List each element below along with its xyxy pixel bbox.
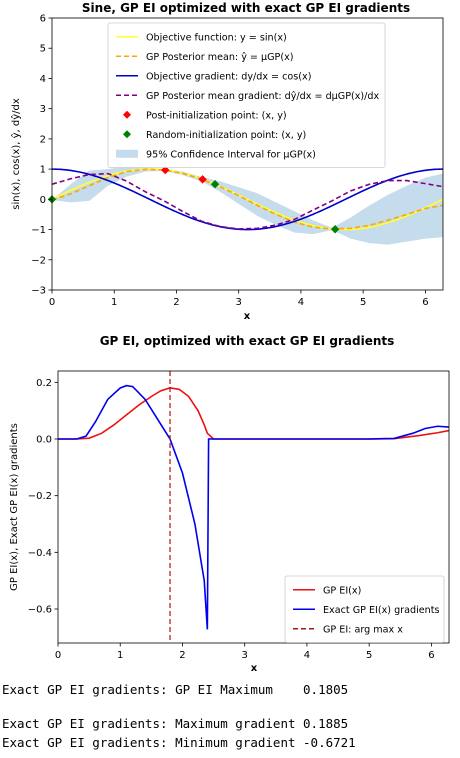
chart-2-title: GP EI, optimized with exact GP EI gradie… (100, 334, 395, 348)
y-tick-label: −2 (31, 255, 46, 266)
legend-label: GP Posterior mean gradient: dŷ/dx = dμGP… (146, 90, 379, 102)
x-tick-label: 2 (179, 650, 185, 661)
legend-label: Post-initialization point: (x, y) (146, 110, 287, 121)
console-line-1: Exact GP EI gradients: GP EI Maximum 0.1… (2, 682, 348, 697)
chart-2-legend: GP EI(x) Exact GP EI(x) gradients GP EI: a… (285, 576, 444, 643)
console-line-3: Exact GP EI gradients: Minimum gradient … (2, 735, 356, 750)
series-line-0 (58, 388, 449, 439)
figure-canvas: Sine, GP EI optimized with exact GP EI g… (0, 0, 460, 680)
y-tick-label: 1 (40, 165, 46, 176)
legend-swatch (116, 150, 138, 158)
y-tick-label: 0.2 (36, 378, 52, 389)
x-tick-label: 4 (298, 297, 304, 308)
legend-label: GP EI(x) (323, 585, 361, 596)
legend-label: Objective gradient: dy/dx = cos(x) (146, 71, 311, 82)
y-tick-label: 5 (40, 44, 46, 55)
chart-1-title: Sine, GP EI optimized with exact GP EI g… (82, 1, 410, 15)
legend-label: Objective function: y = sin(x) (146, 32, 287, 43)
confidence-band (52, 166, 443, 244)
legend-label: GP Posterior mean: ŷ = μGP(x) (146, 51, 294, 63)
chart-2-ylabel: GP EI(x), Exact GP EI(x) gradients (9, 423, 20, 591)
y-tick-label: 2 (40, 134, 46, 145)
x-tick-label: 2 (173, 297, 179, 308)
chart-2-xlabel: x (251, 663, 258, 674)
y-tick-label: −1 (31, 225, 46, 236)
x-tick-label: 6 (422, 297, 428, 308)
x-tick-label: 6 (428, 650, 434, 661)
chart-2: GP EI, optimized with exact GP EI gradie… (9, 334, 449, 674)
chart-1: Sine, GP EI optimized with exact GP EI g… (10, 1, 443, 322)
x-tick-label: 0 (49, 297, 55, 308)
chart-1-ylabel: sin(x), cos(x), ŷ, dŷ/dx (10, 98, 22, 210)
legend-label: GP EI: arg max x (323, 624, 403, 635)
console-line-2: Exact GP EI gradients: Maximum gradient … (2, 716, 348, 731)
y-tick-label: 4 (40, 74, 46, 85)
y-tick-label: 6 (40, 14, 46, 25)
x-tick-label: 1 (117, 650, 123, 661)
chart-1-legend: Objective function: y = sin(x) GP Posteri… (108, 23, 385, 168)
x-tick-label: 5 (360, 297, 366, 308)
x-tick-label: 3 (242, 650, 248, 661)
legend-label: Random-initialization point: (x, y) (146, 130, 306, 141)
x-tick-label: 0 (55, 650, 61, 661)
y-tick-label: −3 (31, 286, 46, 297)
legend-label: Exact GP EI(x) gradients (323, 605, 440, 616)
legend-label: 95% Confidence Interval for μGP(x) (146, 149, 316, 160)
x-tick-label: 1 (111, 297, 117, 308)
x-tick-label: 3 (236, 297, 242, 308)
y-tick-label: −0.6 (28, 605, 52, 616)
x-tick-label: 4 (304, 650, 310, 661)
y-tick-label: −0.2 (28, 491, 52, 502)
y-tick-label: 0 (40, 195, 46, 206)
x-tick-label: 5 (366, 650, 372, 661)
chart-1-xlabel: x (244, 311, 251, 322)
y-tick-label: −0.4 (28, 548, 52, 559)
y-tick-label: 0.0 (36, 435, 52, 446)
y-tick-label: 3 (40, 104, 46, 115)
